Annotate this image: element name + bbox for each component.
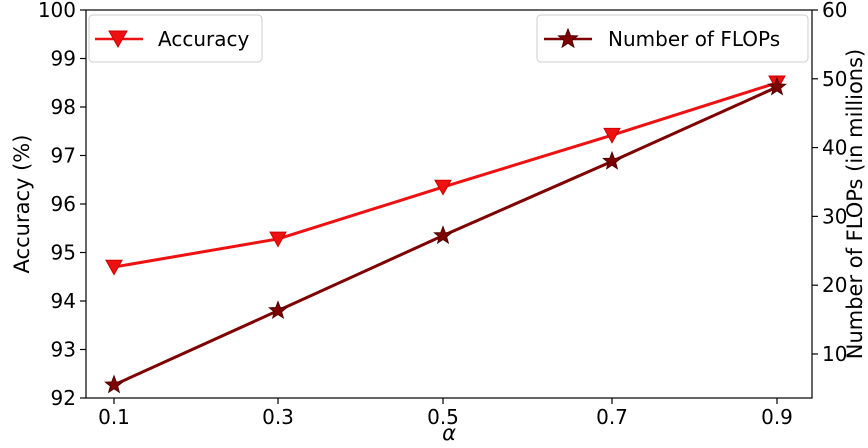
legend-accuracy: Accuracy [88,14,263,63]
legend-accuracy-label: Accuracy [158,27,249,51]
y-right-tick-label: 50 [822,67,847,91]
x-axis-ticks: 0.1 0.3 0.5 0.7 0.9 [98,398,793,429]
accuracy-point [105,259,123,276]
y-right-tick-label: 10 [822,342,847,366]
y-right-tick-label: 20 [822,273,847,297]
y-right-tick-label: 30 [822,204,847,228]
y-left-axis-ticks: 92 93 94 95 96 97 98 99 100 [38,0,86,410]
flops-point [433,225,453,245]
x-axis-label: α [442,421,456,445]
legend-accuracy-marker [108,30,128,49]
accuracy-point [434,179,452,196]
flops-point [268,300,288,320]
y-left-tick-label: 99 [51,47,76,71]
flops-point [104,374,124,394]
y-left-tick-label: 96 [51,192,76,216]
plot-area [85,9,813,399]
x-tick-label: 0.7 [596,405,628,429]
legend-accuracy-box [88,14,263,63]
y-left-tick-label: 94 [51,289,76,313]
flops-point [767,76,787,96]
y-left-tick-label: 95 [51,241,76,265]
y-right-tick-label: 40 [822,136,847,160]
y-left-axis-label: Accuracy (%) [10,135,34,274]
y-right-axis-label: Number of FLOPs (in millions) [843,49,867,360]
y-left-tick-label: 100 [38,0,76,22]
y-left-tick-label: 98 [51,95,76,119]
accuracy-point [603,127,621,144]
x-tick-label: 0.3 [262,405,294,429]
y-left-tick-label: 93 [51,338,76,362]
y-right-axis-ticks: 10 20 30 40 50 60 [812,0,847,366]
x-tick-label: 0.9 [761,405,793,429]
x-tick-label: 0.1 [98,405,130,429]
legend-flops-box [536,14,809,63]
accuracy-point [269,231,287,248]
legend-flops-marker [557,27,579,49]
y-left-tick-label: 97 [51,144,76,168]
plot-frame [85,9,813,399]
x-tick-label: 0.5 [427,405,459,429]
legend-flops-label: Number of FLOPs [608,27,780,51]
legend-flops: Number of FLOPs [536,14,809,63]
series-layer [104,75,787,394]
y-left-tick-label: 92 [51,386,76,410]
y-right-tick-label: 60 [822,0,847,22]
flops-point [602,150,622,170]
